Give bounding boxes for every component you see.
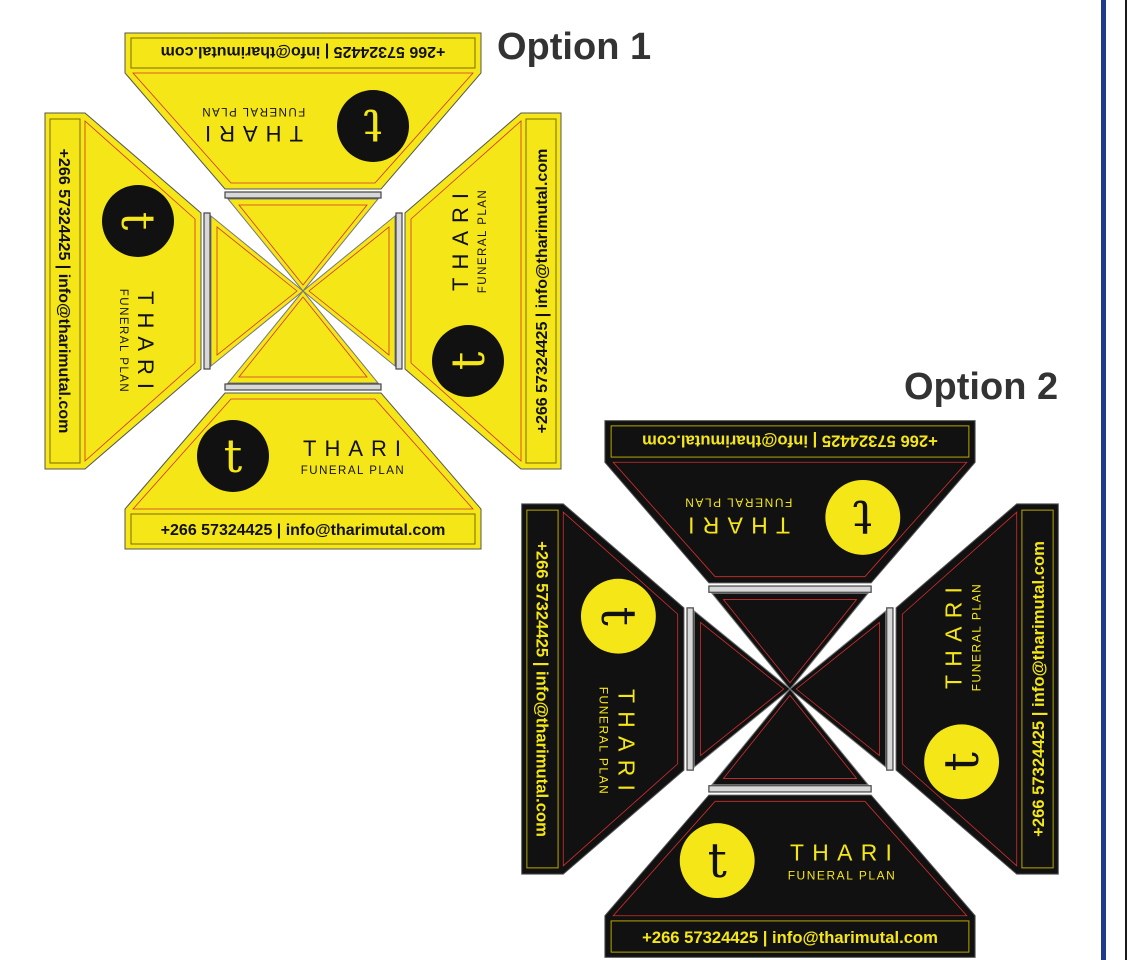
roof-segment: [226, 290, 380, 384]
logo-letter: t: [441, 351, 495, 370]
panel-seam: [708, 585, 872, 593]
page-edge-rule-outer: [1125, 0, 1127, 960]
roof-segment: [710, 592, 870, 690]
valance-trim: [901, 511, 1018, 867]
option-2-title: Option 2: [904, 366, 1059, 408]
panel-seam: [224, 191, 382, 199]
brand-tagline: FUNERAL PLAN: [684, 496, 793, 510]
contact-text: +266 57324425 | info@tharimutal.com: [161, 43, 446, 60]
canopy-panel-top: +266 57324425 | info@tharimutal.com t THAR…: [604, 420, 976, 690]
contact-strip-frame: [526, 509, 559, 869]
brand-name: THARI: [680, 512, 790, 538]
thari-t-logo-icon: t: [197, 420, 269, 492]
brand-name: THARI: [448, 185, 473, 291]
thari-t-logo-icon: t: [102, 185, 174, 257]
panel-seam: [708, 785, 872, 793]
thari-t-logo-icon: t: [580, 578, 656, 654]
roof-trim: [700, 621, 785, 757]
roof-segment: [210, 214, 304, 368]
thari-t-logo-icon: t: [337, 90, 409, 162]
logo-letter: t: [935, 752, 990, 771]
brand-name: THARI: [133, 291, 158, 397]
contact-strip-frame: [610, 425, 970, 458]
roof-segment: [226, 198, 380, 292]
brand-name: THARI: [197, 121, 303, 146]
valance-trim: [562, 511, 679, 867]
logo-letter: t: [708, 834, 727, 889]
thari-t-logo-icon: t: [679, 823, 755, 899]
panel-seam: [395, 212, 403, 370]
valance-trim: [410, 120, 522, 462]
page-edge-rule: [1101, 0, 1106, 960]
roof-trim: [216, 226, 298, 356]
canopy-panel-bottom: +266 57324425 | info@tharimutal.com t THAR…: [604, 688, 976, 958]
valance-trim: [132, 72, 474, 184]
canopy-panel-right: +266 57324425 | info@tharimutal.com t THAR…: [789, 503, 1059, 875]
canopy-panel-left: +266 57324425 | info@tharimutal.com t THAR…: [44, 112, 304, 470]
logo-letter: t: [224, 429, 243, 483]
panel-seam: [886, 607, 894, 771]
canopy-option-2: +266 57324425 | info@tharimutal.com t THAR…: [521, 420, 1059, 958]
thari-t-logo-icon: t: [924, 724, 1000, 800]
roof-trim: [722, 694, 858, 779]
valance-trim: [132, 398, 474, 510]
option-1-title: Option 1: [497, 26, 652, 68]
roof-segment: [302, 214, 396, 368]
contact-strip-frame: [1021, 509, 1054, 869]
roof-trim: [238, 204, 368, 286]
roof-trim: [722, 599, 858, 684]
contact-text: +266 57324425 | info@tharimutal.com: [161, 522, 446, 539]
brand-tagline: FUNERAL PLAN: [117, 289, 129, 394]
logo-letter: t: [590, 607, 645, 626]
panel-seam: [224, 383, 382, 391]
logo-letter: t: [853, 489, 872, 544]
contact-strip-frame: [130, 513, 476, 545]
contact-strip-frame: [610, 920, 970, 953]
logo-letter: t: [111, 212, 165, 231]
brand-tagline: FUNERAL PLAN: [969, 583, 983, 692]
brand-tagline: FUNERAL PLAN: [788, 868, 897, 882]
contact-text: +266 57324425 | info@tharimutal.com: [1029, 541, 1048, 837]
canopy-panel-right: +266 57324425 | info@tharimutal.com t THAR…: [302, 112, 562, 470]
brand-tagline: FUNERAL PLAN: [201, 105, 306, 117]
canopy-panel-top: +266 57324425 | info@tharimutal.com t THAR…: [124, 32, 482, 292]
roof-segment: [710, 688, 870, 786]
panel-seam: [686, 607, 694, 771]
canopy-panel-left: +266 57324425 | info@tharimutal.com t THAR…: [521, 503, 791, 875]
roof-trim: [795, 621, 880, 757]
contact-strip-frame: [525, 118, 557, 464]
thari-t-logo-icon: t: [825, 479, 901, 555]
contact-strip-frame: [49, 118, 81, 464]
brand-name: THARI: [941, 579, 967, 689]
brand-tagline: FUNERAL PLAN: [301, 465, 406, 477]
roof-trim: [308, 226, 390, 356]
brand-tagline: FUNERAL PLAN: [597, 687, 611, 796]
valance-trim: [84, 120, 196, 462]
contact-text: +266 57324425 | info@tharimutal.com: [55, 149, 72, 434]
panel-seam: [203, 212, 211, 370]
contact-text: +266 57324425 | info@tharimutal.com: [642, 431, 938, 450]
brand-name: THARI: [613, 689, 639, 799]
roof-segment: [789, 609, 887, 769]
logo-letter: t: [363, 99, 382, 153]
canopy-panel-bottom: +266 57324425 | info@tharimutal.com t THAR…: [124, 290, 482, 550]
canopy-option-1: +266 57324425 | info@tharimutal.com t THAR…: [44, 32, 562, 550]
valance-trim: [612, 800, 968, 917]
contact-text: +266 57324425 | info@tharimutal.com: [642, 928, 938, 947]
brand-name: THARI: [303, 436, 409, 461]
thari-t-logo-icon: t: [432, 325, 504, 397]
roof-trim: [238, 296, 368, 378]
contact-text: +266 57324425 | info@tharimutal.com: [532, 541, 551, 837]
valance-trim: [612, 461, 968, 578]
roof-segment: [693, 609, 791, 769]
brand-name: THARI: [790, 840, 900, 866]
brand-tagline: FUNERAL PLAN: [477, 189, 489, 294]
contact-strip-frame: [130, 37, 476, 69]
contact-text: +266 57324425 | info@tharimutal.com: [534, 149, 551, 434]
